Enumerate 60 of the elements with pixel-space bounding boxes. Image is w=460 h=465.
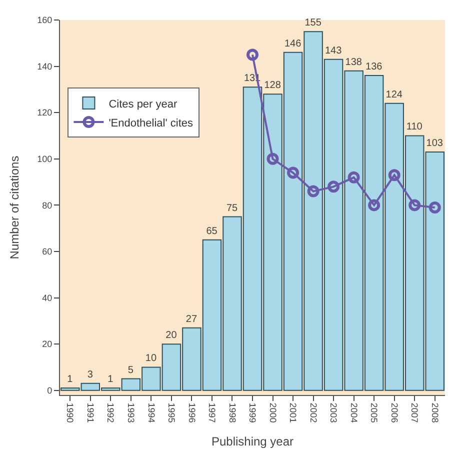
x-tick-label: 2004 [348, 402, 359, 423]
data-label: 155 [304, 18, 322, 29]
x-tick-label: 1990 [65, 402, 76, 423]
data-label: 3 [87, 369, 94, 380]
data-label: 128 [264, 80, 282, 92]
y-tick-label: 120 [37, 108, 52, 118]
data-label: 124 [386, 89, 403, 100]
x-tick-label: 1996 [186, 402, 197, 423]
y-tick-label: 20 [42, 339, 52, 350]
data-label: 103 [426, 138, 444, 149]
point [287, 166, 300, 179]
point [246, 48, 258, 61]
x-tick-label: 1991 [85, 402, 96, 423]
point [307, 185, 320, 198]
data-label: 1 [108, 374, 114, 386]
x-tick-label: 2002 [308, 402, 318, 423]
data-label: 20 [166, 330, 178, 342]
x-tick-label: 1994 [146, 402, 156, 423]
data-label: 110 [406, 122, 423, 133]
legend-label: Cites per year [108, 98, 178, 110]
x-tick-label: 2008 [430, 402, 440, 423]
x-tick-label: 2000 [268, 402, 278, 423]
x-tick-label: 2007 [410, 402, 420, 423]
x-tick-label: 1995 [166, 402, 177, 423]
data-label: 75 [226, 202, 238, 214]
x-tick-label: 1998 [227, 402, 238, 423]
point [388, 169, 400, 182]
point [328, 180, 340, 193]
y-axis-title: Number of citations [7, 156, 22, 260]
legend-label: 'Endothelial' cites [108, 117, 194, 130]
data-label: 27 [186, 314, 198, 325]
x-tick-label: 2003 [328, 402, 339, 423]
x-tick-label: 2001 [288, 402, 298, 423]
y-tick-label: 160 [37, 15, 52, 26]
data-label: 136 [366, 62, 383, 73]
x-axis-title: Publishing year [211, 434, 294, 449]
point [428, 202, 441, 214]
x-tick-label: 1999 [248, 402, 258, 423]
y-tick-label: 80 [42, 200, 52, 210]
y-tick-label: 60 [42, 246, 52, 257]
x-tick-label: 2006 [389, 402, 400, 423]
y-tick-label: 140 [37, 61, 52, 72]
y-tick-label: 100 [37, 154, 52, 164]
data-label: 143 [324, 45, 342, 56]
data-label: 10 [145, 353, 157, 364]
x-tick-label: 1992 [106, 402, 116, 423]
y-tick-label: 0 [47, 386, 52, 396]
x-tick-label: 1993 [126, 402, 136, 423]
y-tick-label: 40 [42, 292, 52, 303]
data-label: 1 [67, 374, 74, 386]
data-label: 65 [206, 226, 218, 237]
point [368, 199, 380, 212]
point [348, 171, 360, 184]
data-label: 146 [284, 38, 302, 50]
data-label: 5 [128, 364, 134, 376]
data-label: 138 [345, 56, 362, 68]
point [266, 152, 279, 165]
x-tick-label: 2005 [369, 402, 380, 423]
x-tick-label: 1997 [207, 402, 218, 423]
point [408, 199, 421, 212]
